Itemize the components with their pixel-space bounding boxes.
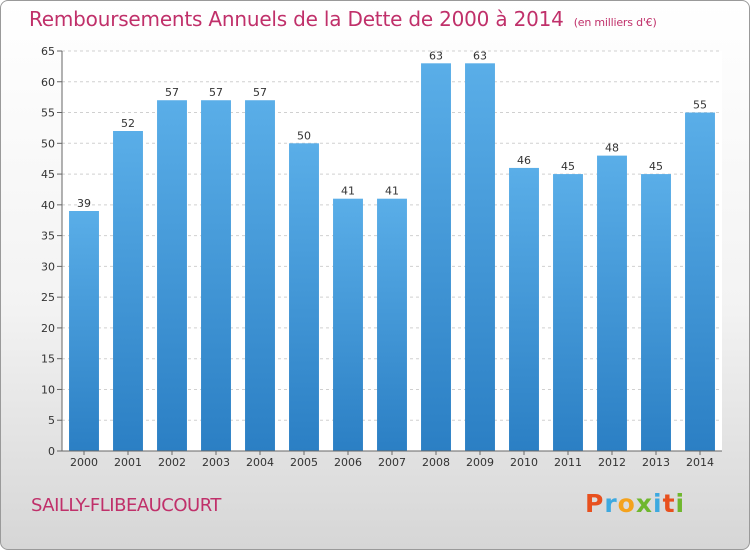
x-tick-label-2000: 2000 xyxy=(70,456,98,469)
y-tick-label: 40 xyxy=(41,199,55,212)
y-tick-label: 35 xyxy=(41,230,55,243)
data-label-2007: 41 xyxy=(385,185,399,198)
bar-2003 xyxy=(201,100,231,451)
data-label-2000: 39 xyxy=(77,197,91,210)
x-tick-label-2011: 2011 xyxy=(554,456,582,469)
x-tick-label-2006: 2006 xyxy=(334,456,362,469)
data-label-2012: 48 xyxy=(605,142,619,155)
data-label-2005: 50 xyxy=(297,129,311,142)
bar-2006 xyxy=(333,198,363,451)
bar-2013 xyxy=(641,174,671,452)
x-tick-label-2014: 2014 xyxy=(686,456,714,469)
x-tick-label-2002: 2002 xyxy=(158,456,186,469)
y-tick-label: 45 xyxy=(41,168,55,181)
x-tick-label-2008: 2008 xyxy=(422,456,450,469)
y-tick-label: 55 xyxy=(41,107,55,120)
y-tick-labels: 0 5 10 15 20 25 30 35 40 45 50 55 60 65 xyxy=(41,45,55,458)
bars xyxy=(69,63,715,452)
data-labels: 39 52 57 57 57 50 41 41 63 63 46 45 48 45 55 xyxy=(77,49,707,210)
data-label-2003: 57 xyxy=(209,86,223,99)
x-tick-labels: 2000 2001 2002 2003 2004 2005 2006 2007 2008 2009… xyxy=(70,451,714,469)
data-label-2009: 63 xyxy=(473,49,487,62)
logo-letter: i xyxy=(653,489,663,518)
y-tick-label: 20 xyxy=(41,322,55,335)
logo-letter: i xyxy=(675,489,686,518)
y-tick-label: 5 xyxy=(48,414,55,427)
data-label-2004: 57 xyxy=(253,86,267,99)
x-tick-label-2003: 2003 xyxy=(202,456,230,469)
bar-2002 xyxy=(157,100,187,451)
y-tick-label: 65 xyxy=(41,45,55,58)
chart-subtitle: (en milliers d'€) xyxy=(573,16,657,29)
data-label-2008: 63 xyxy=(429,49,443,62)
x-tick-label-2013: 2013 xyxy=(642,456,670,469)
bar-2001 xyxy=(113,131,143,451)
data-label-2001: 52 xyxy=(121,117,135,130)
bar-2005 xyxy=(289,143,319,452)
bar-2011 xyxy=(553,174,583,452)
data-label-2010: 46 xyxy=(517,154,531,167)
data-label-2006: 41 xyxy=(341,185,355,198)
data-label-2002: 57 xyxy=(165,86,179,99)
logo-letter: x xyxy=(635,489,653,518)
x-tick-label-2012: 2012 xyxy=(598,456,626,469)
x-tick-label-2004: 2004 xyxy=(246,456,274,469)
x-tick-label-2009: 2009 xyxy=(466,456,494,469)
x-tick-label-2005: 2005 xyxy=(290,456,318,469)
bar-2014 xyxy=(685,112,715,452)
y-tick-label: 60 xyxy=(41,76,55,89)
x-tick-label-2001: 2001 xyxy=(114,456,142,469)
data-label-2014: 55 xyxy=(693,99,707,112)
data-label-2011: 45 xyxy=(561,160,575,173)
chart-title: Remboursements Annuels de la Dette de 20… xyxy=(29,7,657,31)
data-label-2013: 45 xyxy=(649,160,663,173)
logo-letter: o xyxy=(617,489,636,518)
commune-name: SAILLY-FLIBEAUCOURT xyxy=(31,495,221,516)
bar-2007 xyxy=(377,198,407,451)
logo-letter: t xyxy=(662,489,676,518)
bar-2012 xyxy=(597,155,627,451)
x-tick-label-2007: 2007 xyxy=(378,456,406,469)
logo-letter: P xyxy=(585,489,605,518)
y-tick-label: 30 xyxy=(41,260,55,273)
x-tick-label-2010: 2010 xyxy=(510,456,538,469)
y-tick-label: 0 xyxy=(48,445,55,458)
title-text: Remboursements Annuels de la Dette de 20… xyxy=(29,7,564,31)
bar-2000 xyxy=(69,211,99,451)
bar-2004 xyxy=(245,100,275,451)
y-tick-label: 50 xyxy=(41,137,55,150)
proxiti-logo: Proxiti xyxy=(585,489,685,518)
y-tick-label: 15 xyxy=(41,353,55,366)
bar-2010 xyxy=(509,167,539,451)
y-tick-label: 10 xyxy=(41,383,55,396)
bar-2009 xyxy=(465,63,495,452)
logo-letter: r xyxy=(604,489,618,518)
y-tick-label: 25 xyxy=(41,291,55,304)
bar-2008 xyxy=(421,63,451,452)
